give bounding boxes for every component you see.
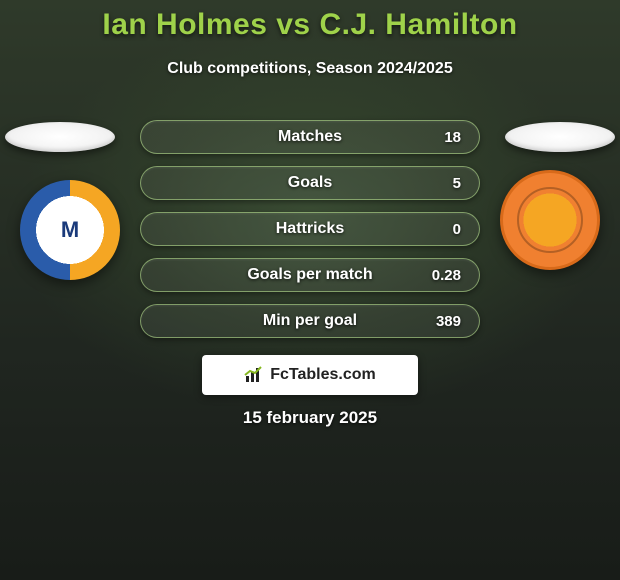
- brand-chart-icon: [244, 366, 264, 384]
- shadow-disc-right: [505, 122, 615, 152]
- stats-list: Matches 18 Goals 5 Hattricks 0 Goals per…: [140, 120, 480, 350]
- subtitle: Club competitions, Season 2024/2025: [0, 60, 620, 78]
- blackpool-crest: [500, 170, 600, 270]
- brand-badge: FcTables.com: [202, 355, 418, 395]
- shadow-disc-left: [5, 122, 115, 152]
- stat-row: Matches 18: [140, 120, 480, 154]
- stat-row: Min per goal 389: [140, 304, 480, 338]
- date-label: 15 february 2025: [0, 408, 620, 428]
- stat-label: Min per goal: [141, 312, 479, 330]
- stat-label: Matches: [141, 128, 479, 146]
- stat-row: Goals 5: [140, 166, 480, 200]
- brand-text: FcTables.com: [270, 366, 376, 384]
- comparison-card: Ian Holmes vs C.J. Hamilton Club competi…: [0, 0, 620, 580]
- stat-label: Hattricks: [141, 220, 479, 238]
- stat-row: Goals per match 0.28: [140, 258, 480, 292]
- page-title: Ian Holmes vs C.J. Hamilton: [0, 8, 620, 42]
- stat-label: Goals: [141, 174, 479, 192]
- stat-row: Hattricks 0: [140, 212, 480, 246]
- mansfield-town-crest: [20, 180, 120, 280]
- stat-label: Goals per match: [141, 266, 479, 284]
